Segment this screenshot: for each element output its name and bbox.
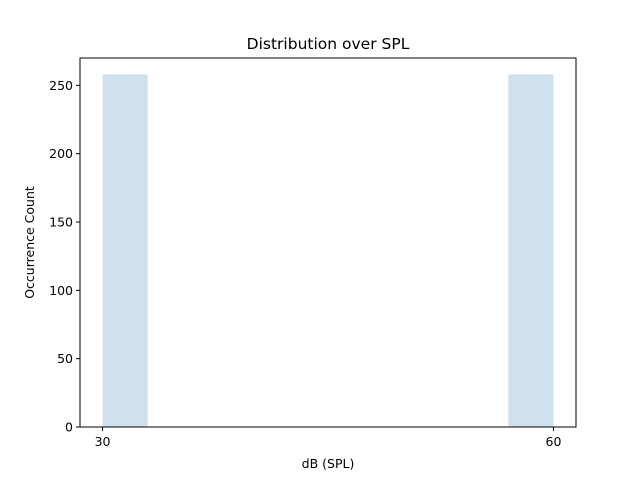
y-tick-label: 0 <box>65 420 73 435</box>
y-axis-ticks: 0 50 100 150 200 250 <box>49 78 80 435</box>
y-axis-label: Occurrence Count <box>22 186 37 299</box>
x-axis-ticks: 30 60 <box>95 427 562 449</box>
y-tick-label: 50 <box>57 351 73 366</box>
y-tick-label: 150 <box>49 215 73 230</box>
x-axis-label: dB (SPL) <box>302 456 355 471</box>
histogram-bar-0 <box>102 74 148 428</box>
x-tick-label: 30 <box>95 434 111 449</box>
y-tick-label: 100 <box>49 283 73 298</box>
y-tick-label: 200 <box>49 146 73 161</box>
chart-title: Distribution over SPL <box>247 35 410 53</box>
plot-frame <box>79 57 577 428</box>
x-tick-label: 60 <box>546 434 562 449</box>
y-tick-label: 250 <box>49 78 73 93</box>
bars-group <box>102 74 554 428</box>
histogram-bar-9 <box>508 74 554 428</box>
